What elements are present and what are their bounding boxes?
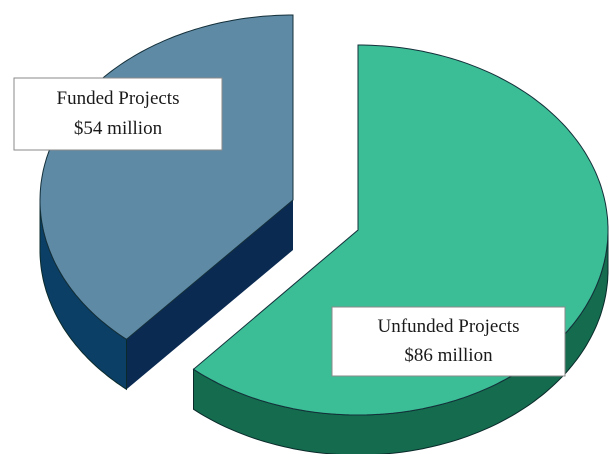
slice-cut-face bbox=[126, 200, 293, 390]
slice-top bbox=[39, 14, 294, 340]
slice-label: Unfunded Projects bbox=[378, 316, 520, 337]
value-label: $54 million bbox=[74, 118, 163, 139]
label-box bbox=[13, 77, 223, 151]
slice-label: Funded Projects bbox=[57, 88, 180, 109]
label-box bbox=[331, 306, 566, 377]
value-label: $86 million bbox=[404, 345, 493, 366]
